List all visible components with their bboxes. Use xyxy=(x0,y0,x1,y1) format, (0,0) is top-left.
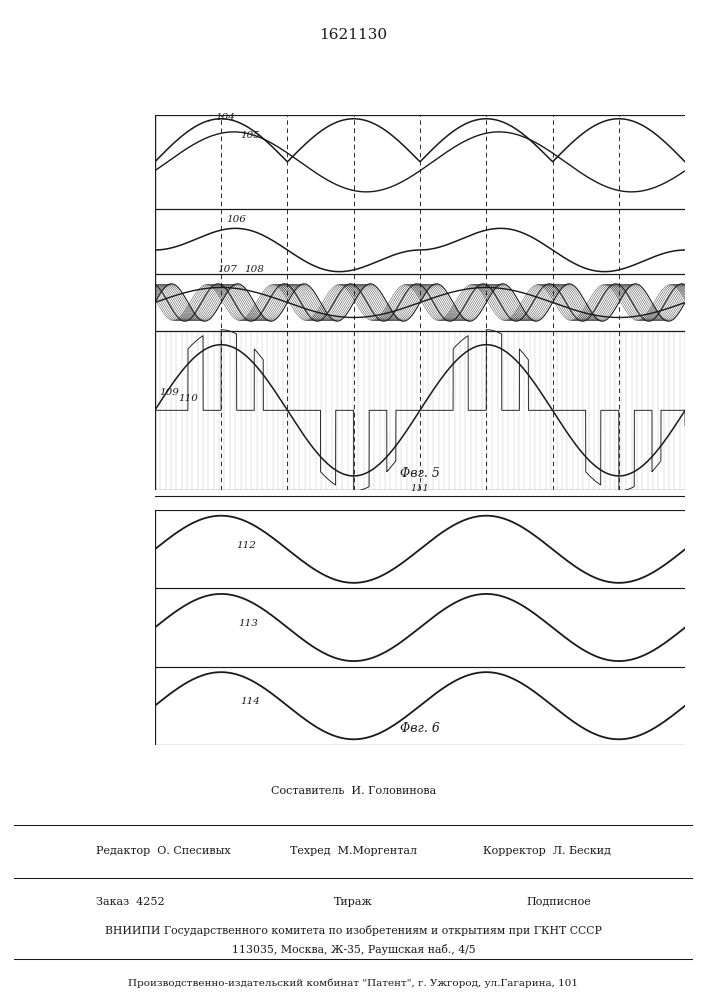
Text: Заказ  4252: Заказ 4252 xyxy=(95,897,164,907)
Text: 1621130: 1621130 xyxy=(320,28,387,42)
Text: Производственно-издательский комбинат "Патент", г. Ужгород, ул.Гагарина, 101: Производственно-издательский комбинат "П… xyxy=(129,978,578,988)
Text: Φвг. 5: Φвг. 5 xyxy=(400,467,440,480)
Text: Корректор  Л. Бескид: Корректор Л. Бескид xyxy=(484,846,612,856)
Text: Тираж: Тираж xyxy=(334,897,373,907)
Text: 106: 106 xyxy=(226,215,246,224)
Text: Φвг. 6: Φвг. 6 xyxy=(400,722,440,735)
Text: 112: 112 xyxy=(236,541,256,550)
Text: ВНИИПИ Государственного комитета по изобретениям и открытиям при ГКНТ СССР: ВНИИПИ Государственного комитета по изоб… xyxy=(105,925,602,936)
Text: 109: 109 xyxy=(159,388,179,397)
Text: 113: 113 xyxy=(238,619,258,628)
Text: 113035, Москва, Ж-35, Раушская наб., 4/5: 113035, Москва, Ж-35, Раушская наб., 4/5 xyxy=(232,944,475,955)
Text: 111: 111 xyxy=(411,484,429,493)
Text: 108: 108 xyxy=(245,265,264,274)
Text: Редактор  О. Спесивых: Редактор О. Спесивых xyxy=(95,846,230,856)
Text: Составитель  И. Головинова: Составитель И. Головинова xyxy=(271,786,436,796)
Text: 104: 104 xyxy=(208,113,235,122)
Text: 110: 110 xyxy=(178,394,198,403)
Text: 107: 107 xyxy=(217,265,237,274)
Text: 114: 114 xyxy=(240,697,260,706)
Text: Подписное: Подписное xyxy=(526,897,591,907)
Text: 105: 105 xyxy=(240,131,260,140)
Text: Техред  М.Моргентал: Техред М.Моргентал xyxy=(290,846,417,856)
